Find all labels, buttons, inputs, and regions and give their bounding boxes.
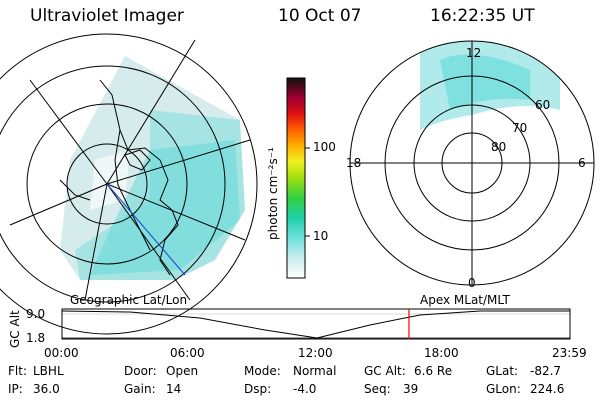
info-glat-val: -82.7 bbox=[530, 364, 562, 378]
geographic-image bbox=[0, 33, 258, 335]
timeline-x-tick: 23:59 bbox=[552, 346, 587, 360]
info-ip-key: IP: bbox=[8, 382, 23, 396]
polar-plot bbox=[349, 40, 595, 286]
date-label: 10 Oct 07 bbox=[278, 6, 362, 26]
info-door-val: Open bbox=[166, 364, 199, 378]
timeline-x-tick: 00:00 bbox=[44, 346, 79, 360]
timeline-y-tick-top: 9.0 bbox=[26, 307, 46, 321]
info-ip-val: 36.0 bbox=[33, 382, 60, 396]
colorbar-unit-label: photon cm⁻²s⁻¹ bbox=[266, 147, 280, 240]
timeline-y-tick-bottom: 1.8 bbox=[26, 331, 46, 345]
lat-label-70: 70 bbox=[512, 121, 528, 135]
info-glon-key: GLon: bbox=[486, 382, 521, 396]
info-seq-val: 39 bbox=[403, 382, 419, 396]
info-dsp-key: Dsp: bbox=[244, 382, 272, 396]
timeline-x-tick: 18:00 bbox=[424, 346, 459, 360]
info-dsp-val: -4.0 bbox=[293, 382, 317, 396]
timeline-right-title: Apex MLat/MLT bbox=[420, 293, 510, 307]
info-gain-key: Gain: bbox=[124, 382, 156, 396]
info-mode-key: Mode: bbox=[244, 364, 281, 378]
info-flt-val: LBHL bbox=[33, 364, 64, 378]
info-glon-val: 224.6 bbox=[530, 382, 565, 396]
satellite-track bbox=[106, 183, 186, 276]
mlt-label-left: 18 bbox=[346, 156, 362, 170]
info-gain-val: 14 bbox=[166, 382, 182, 396]
timeline-x-tick: 06:00 bbox=[170, 346, 205, 360]
app-title: Ultraviolet Imager bbox=[30, 6, 184, 26]
timeline-x-tick: 12:00 bbox=[298, 346, 333, 360]
timeline-left-title: Geographic Lat/Lon bbox=[70, 293, 188, 307]
time-label: 16:22:35 UT bbox=[430, 6, 535, 26]
timeline-panel bbox=[61, 308, 571, 340]
timeline-y-label: GC Alt bbox=[8, 310, 22, 348]
info-gcalt-key: GC Alt: bbox=[364, 364, 406, 378]
lat-label-80: 80 bbox=[491, 140, 507, 154]
mlt-label-right: 6 bbox=[578, 156, 586, 170]
info-door-key: Door: bbox=[124, 364, 157, 378]
info-mode-val: Normal bbox=[293, 364, 337, 378]
colorbar-tick-10: 10 bbox=[313, 229, 329, 243]
info-gcalt-val: 6.6 Re bbox=[414, 364, 453, 378]
info-flt-key: Flt: bbox=[8, 364, 27, 378]
lat-label-60: 60 bbox=[535, 98, 551, 112]
colorbar-tick-100: 100 bbox=[313, 140, 336, 154]
coastline bbox=[99, 79, 179, 276]
mlt-label-top: 12 bbox=[466, 46, 482, 60]
mlt-label-bottom: 0 bbox=[468, 276, 476, 290]
colorbar bbox=[286, 77, 310, 279]
info-glat-key: GLat: bbox=[486, 364, 519, 378]
altitude-curve bbox=[61, 310, 570, 339]
info-seq-key: Seq: bbox=[364, 382, 391, 396]
